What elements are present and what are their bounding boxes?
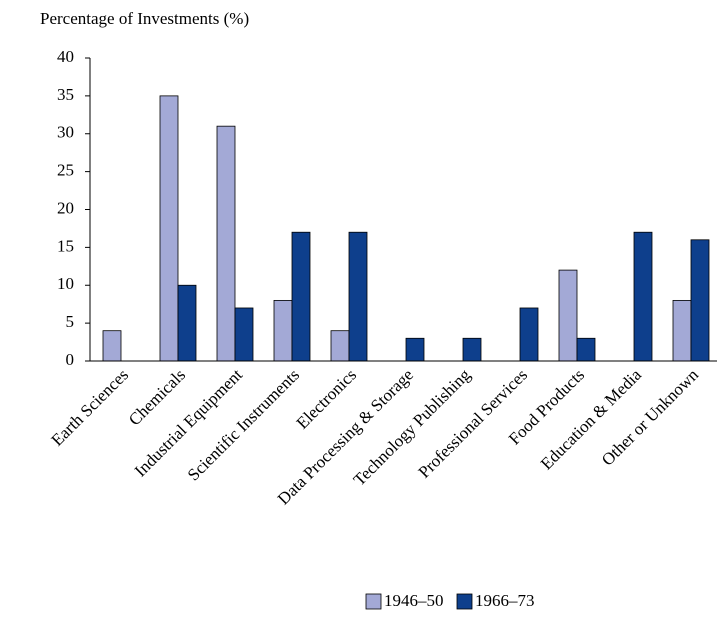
bar (291, 231, 311, 362)
legend-swatch (456, 593, 473, 610)
bar (102, 330, 122, 362)
y-tick-label: 20 (57, 198, 74, 217)
x-tick-label: Other or Unknown (598, 365, 703, 470)
bar (558, 269, 578, 362)
legend-swatch (365, 593, 382, 610)
bar (405, 337, 425, 362)
y-tick-label: 5 (66, 312, 75, 331)
axis-title: Percentage of Investments (%) (40, 9, 249, 28)
y-tick-label: 30 (57, 123, 74, 142)
bar (216, 125, 236, 362)
x-tick-label: Professional Services (414, 365, 531, 482)
x-tick-label: Industrial Equipment (131, 365, 246, 480)
bar (330, 330, 350, 362)
x-tick-label: Earth Sciences (48, 365, 133, 450)
y-tick-label: 40 (57, 47, 74, 66)
y-tick-label: 35 (57, 85, 74, 104)
bar (348, 231, 368, 362)
legend-label: 1946–50 (384, 591, 444, 610)
bar (690, 239, 710, 362)
bar (234, 307, 254, 362)
bar (633, 231, 653, 362)
y-tick-label: 15 (57, 236, 74, 255)
bar (273, 299, 293, 362)
legend-label: 1966–73 (475, 591, 535, 610)
bar (159, 95, 179, 362)
y-tick-label: 25 (57, 161, 74, 180)
y-tick-label: 0 (66, 350, 75, 369)
bar (177, 284, 197, 362)
bar (519, 307, 539, 362)
bar (462, 337, 482, 362)
bar (576, 337, 596, 362)
y-tick-label: 10 (57, 274, 74, 293)
x-tick-label: Education & Media (537, 365, 646, 474)
x-tick-label: Scientific Instruments (184, 365, 303, 484)
bar (672, 299, 692, 362)
